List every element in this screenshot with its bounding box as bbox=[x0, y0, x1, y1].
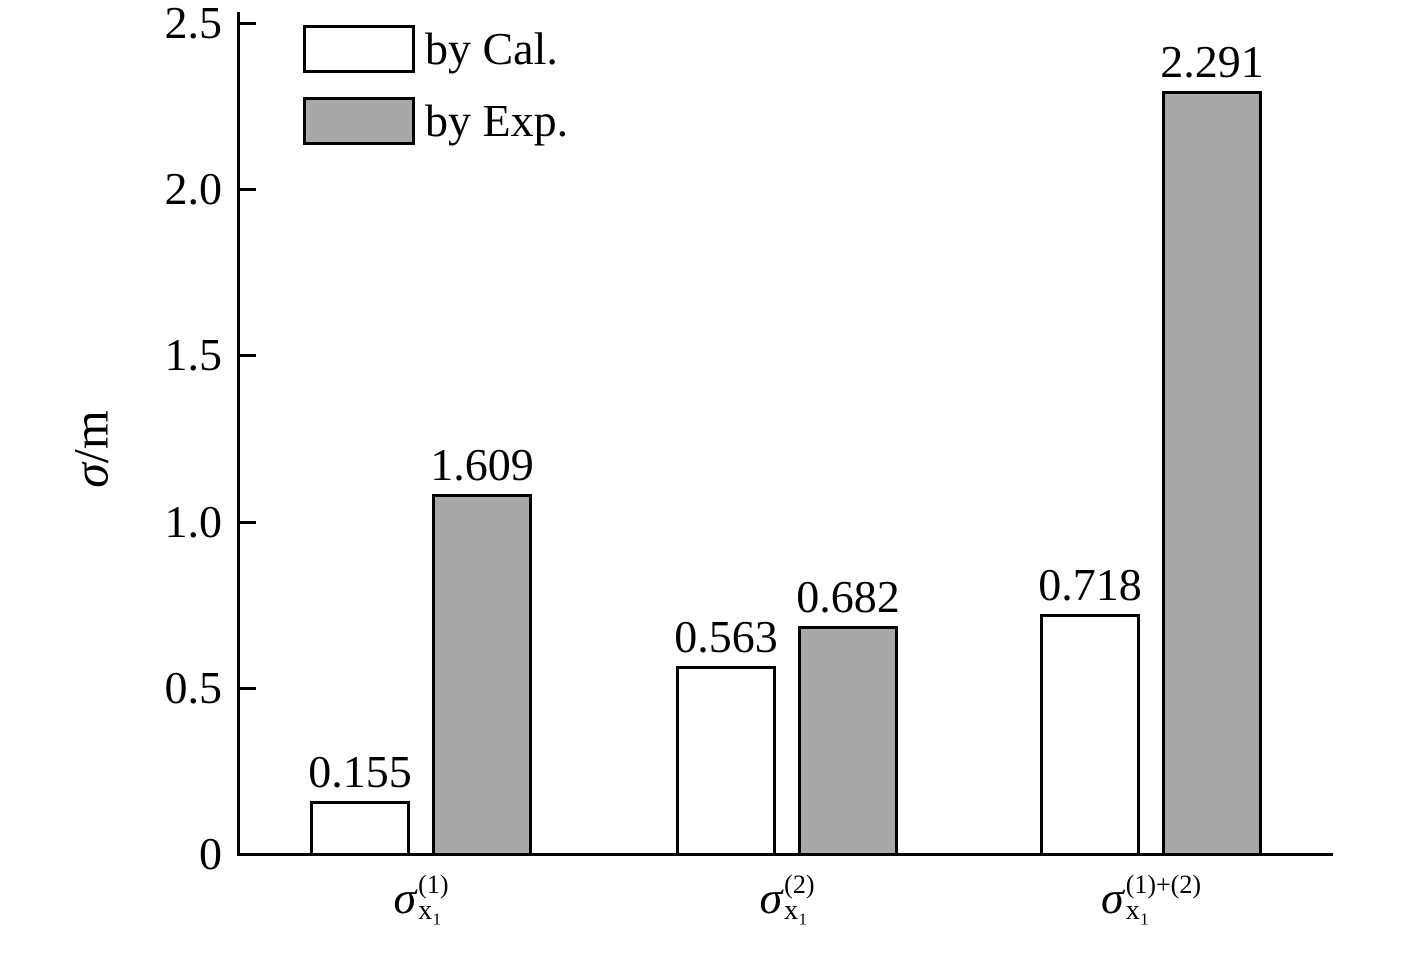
legend: by Cal. by Exp. bbox=[303, 25, 568, 169]
y-axis-label-sigma: σ bbox=[62, 463, 119, 488]
y-tick bbox=[240, 188, 256, 192]
x-axis-line bbox=[237, 853, 1333, 856]
y-tick bbox=[240, 853, 256, 856]
category-subscript: x₁ bbox=[784, 895, 808, 926]
legend-label-exp: by Exp. bbox=[425, 95, 569, 146]
category-script-stack: (2) x₁ bbox=[784, 870, 815, 926]
legend-swatch-cal bbox=[303, 25, 415, 73]
bar-value-label: 2.291 bbox=[1160, 36, 1264, 88]
y-tick-label: 2.5 bbox=[164, 0, 223, 48]
category-superscript: (2) bbox=[784, 870, 815, 899]
y-tick-label: 0 bbox=[199, 828, 222, 879]
bar-value-label: 0.682 bbox=[796, 571, 900, 623]
category-superscript: (1) bbox=[418, 870, 449, 899]
legend-swatch-exp bbox=[303, 97, 415, 145]
y-axis-line bbox=[237, 12, 240, 856]
category-sigma: σ bbox=[393, 872, 417, 923]
y-tick bbox=[240, 354, 256, 358]
y-tick bbox=[240, 520, 256, 524]
x-category-label-1: σ (2) x₁ bbox=[759, 870, 815, 926]
bar-exp-2 bbox=[1162, 91, 1262, 856]
y-axis-label: σ/m bbox=[62, 410, 120, 487]
y-tick-label: 1.5 bbox=[164, 329, 223, 381]
y-axis-label-unit: /m bbox=[62, 410, 119, 464]
category-sigma: σ bbox=[1101, 872, 1124, 923]
bar-exp-1 bbox=[798, 626, 898, 856]
bar-value-label: 0.155 bbox=[308, 746, 412, 798]
category-subscript: x₁ bbox=[1125, 895, 1150, 926]
bar-exp-0 bbox=[432, 494, 532, 856]
y-tick-label: 1.0 bbox=[164, 495, 223, 547]
x-category-label-0: σ (1) x₁ bbox=[393, 870, 449, 926]
legend-label-cal: by Cal. bbox=[425, 23, 558, 74]
y-tick-label: 0.5 bbox=[164, 661, 223, 713]
category-subscript: x₁ bbox=[418, 895, 442, 926]
category-superscript: (1)+(2) bbox=[1125, 870, 1201, 899]
legend-item-exp: by Exp. bbox=[303, 97, 568, 145]
y-tick-label: 2.0 bbox=[164, 163, 223, 215]
bar-cal-0 bbox=[310, 801, 410, 856]
category-sigma: σ bbox=[759, 872, 783, 923]
bar-cal-2 bbox=[1040, 614, 1140, 856]
bar-value-label: 0.718 bbox=[1038, 559, 1142, 611]
bar-value-label: 1.609 bbox=[430, 439, 534, 490]
y-tick bbox=[240, 22, 256, 25]
x-category-label-2: σ (1)+(2) x₁ bbox=[1101, 870, 1201, 926]
category-script-stack: (1)+(2) x₁ bbox=[1125, 870, 1201, 926]
legend-item-cal: by Cal. bbox=[303, 25, 568, 73]
y-tick bbox=[240, 686, 256, 690]
bar-value-label: 0.563 bbox=[674, 610, 778, 662]
category-script-stack: (1) x₁ bbox=[418, 870, 449, 926]
bar-cal-1 bbox=[676, 665, 776, 856]
